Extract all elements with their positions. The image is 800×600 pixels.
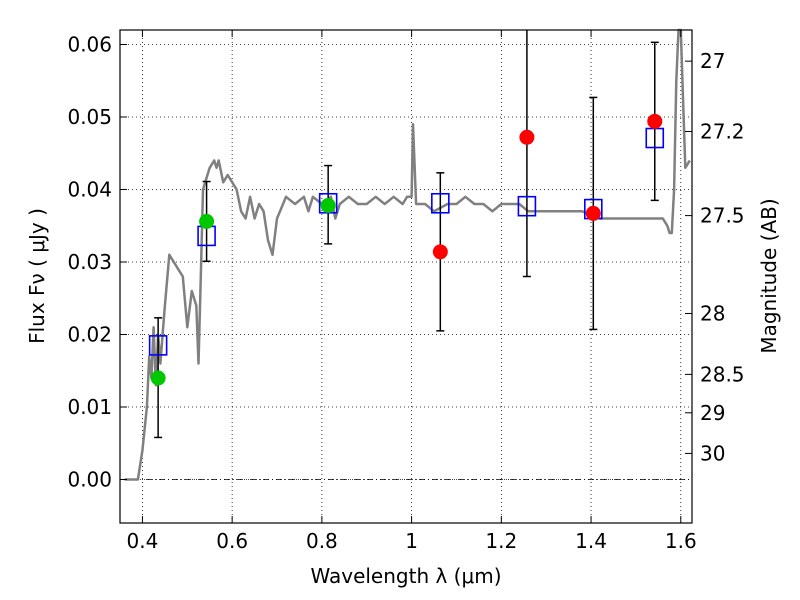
right-tick-label: 29	[700, 401, 725, 425]
observed-flux-point	[432, 244, 448, 260]
x-tick-label: 1.2	[485, 529, 517, 553]
plot-frame	[119, 29, 693, 524]
y-tick-label: 0.04	[67, 178, 112, 202]
observed-flux-point	[320, 197, 336, 213]
observed-flux-point	[647, 113, 663, 129]
x-tick-label: 1.4	[575, 529, 607, 553]
x-tick-label: 1.6	[665, 529, 697, 553]
model-flux-square	[148, 335, 168, 356]
observed-flux-point	[585, 205, 601, 221]
x-tick-label: 0.4	[127, 529, 159, 553]
y-tick-label: 0.02	[67, 323, 112, 347]
y-tick-label: 0.00	[67, 468, 112, 492]
right-tick-label: 27.5	[700, 204, 745, 228]
grid	[120, 30, 692, 523]
y-tick-label: 0.06	[67, 33, 112, 57]
markers	[148, 113, 665, 386]
right-tick-label: 27.2	[700, 120, 745, 144]
x-tick-label: 0.6	[216, 529, 248, 553]
template-spectrum	[124, 28, 691, 481]
model-flux-square	[431, 192, 450, 214]
right-tick-label: 28.5	[700, 362, 745, 386]
observed-flux-point	[519, 129, 535, 145]
x-axis-label: Wavelength λ (μm)	[310, 564, 501, 588]
y-tick-label: 0.03	[67, 250, 112, 274]
y-axis-right-label: Magnitude (AB)	[757, 198, 781, 353]
model-flux-square	[517, 195, 537, 217]
observed-flux-point	[150, 370, 166, 386]
right-tick-label: 30	[700, 441, 725, 465]
y-axis-label: Flux Fν ( μJy )	[25, 208, 49, 344]
y-tick-label: 0.01	[67, 395, 112, 419]
observed-flux-point	[199, 213, 215, 229]
right-tick-label: 28	[700, 301, 725, 325]
template-line	[124, 28, 691, 481]
x-tick-label: 0.8	[306, 529, 338, 553]
right-tick-label: 27	[700, 49, 725, 73]
y-tick-label: 0.05	[67, 105, 112, 129]
x-tick-label: 1	[405, 529, 418, 553]
axis-ticks: 0.4 0.6 0.8 1 1.2 1.4 1.6 0.00 0.01 0.02 0.03 0.04 0…	[67, 30, 745, 553]
